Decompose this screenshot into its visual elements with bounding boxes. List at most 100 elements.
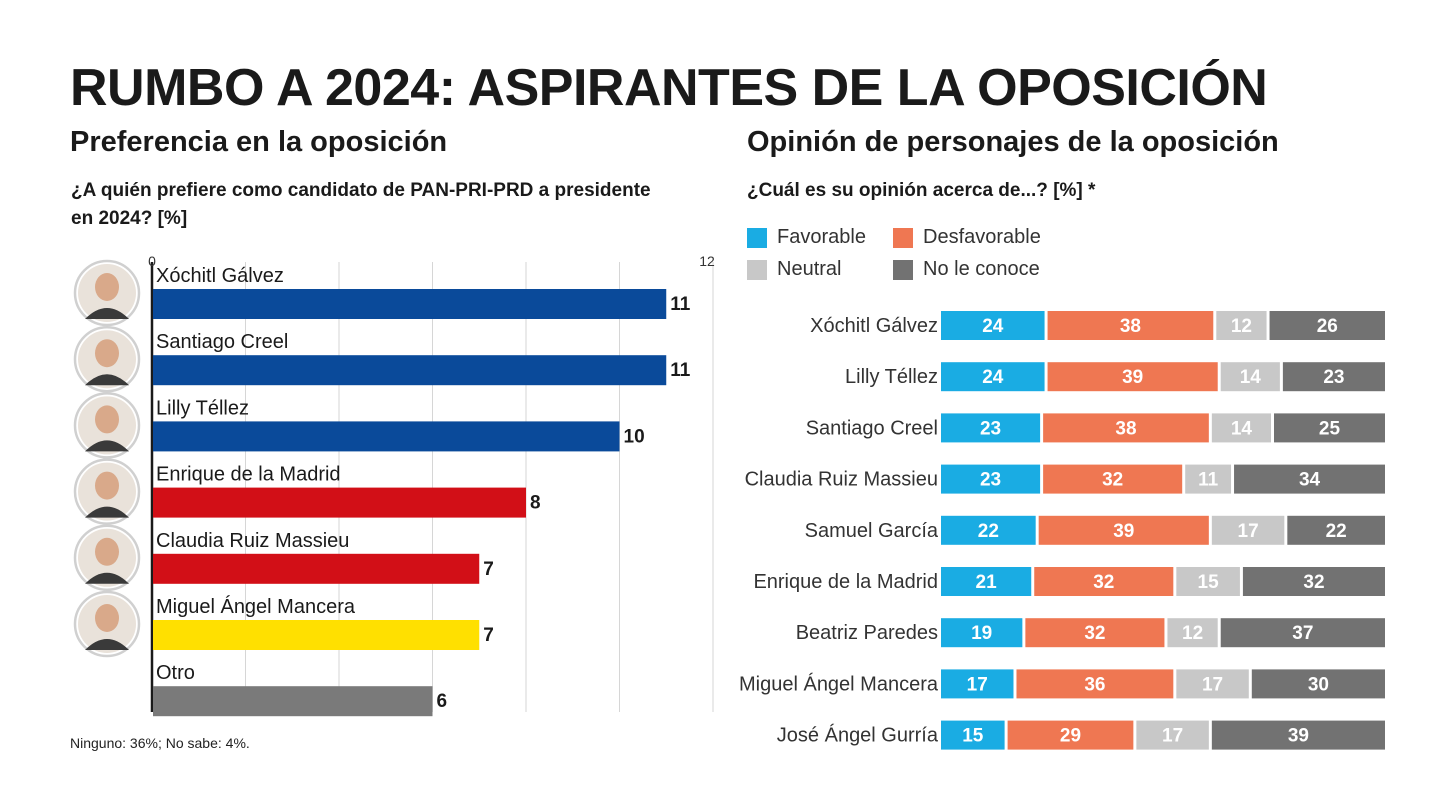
bar (153, 289, 667, 319)
category-label: Otro (156, 662, 195, 684)
segment (1220, 362, 1280, 392)
right-chart-subtitle: Opinión de personajes de la oposición (747, 126, 1279, 158)
category-label: Claudia Ruiz Massieu (745, 469, 938, 491)
segment-label: 12 (1182, 623, 1203, 644)
segment-label: 38 (1120, 316, 1141, 337)
legend-swatch (747, 227, 767, 248)
category-label: Lilly Téllez (845, 366, 938, 388)
avatar-head (95, 604, 119, 632)
segment (941, 362, 1045, 392)
category-label: Beatriz Paredes (796, 622, 938, 644)
data-label: 7 (483, 625, 494, 646)
legend-label: Desfavorable (923, 226, 1041, 248)
category-label: Miguel Ángel Mancera (156, 595, 356, 618)
bar (153, 686, 433, 717)
segment-label: 17 (1162, 726, 1183, 747)
avatar-head (95, 405, 119, 434)
legend-label: No le conoce (923, 258, 1040, 280)
category-label: Xóchitl Gálvez (810, 315, 938, 337)
segment-label: 26 (1317, 316, 1338, 337)
category-label: Xóchitl Gálvez (156, 265, 284, 287)
category-label: Samuel García (805, 520, 939, 542)
segment (941, 567, 1032, 596)
segment-label: 24 (982, 367, 1004, 388)
segment (1274, 413, 1385, 443)
avatar-shoulders (85, 639, 129, 650)
segment-label: 30 (1308, 674, 1329, 695)
segment (1136, 720, 1209, 750)
segment (1176, 567, 1240, 596)
segment (1185, 464, 1232, 494)
segment-label: 24 (982, 316, 1004, 337)
avatar-head (95, 471, 119, 500)
data-label: 8 (530, 493, 541, 514)
footnote: Ninguno: 36%; No sabe: 4%. (70, 735, 250, 751)
segment-label: 38 (1115, 418, 1136, 439)
category-label: Miguel Ángel Mancera (739, 672, 939, 695)
avatar-head (95, 339, 119, 368)
legend-label: Favorable (777, 226, 866, 248)
segment-label: 17 (1202, 674, 1223, 695)
segment-label: 39 (1113, 521, 1134, 542)
segment (1007, 720, 1134, 750)
bar (153, 487, 526, 518)
segment-label: 19 (971, 623, 992, 644)
segment-label: 32 (1102, 470, 1123, 491)
x-tick-label: 12 (699, 253, 715, 269)
avatar-shoulders (85, 572, 129, 584)
data-label: 10 (624, 426, 645, 447)
segment (1242, 567, 1385, 596)
segment-label: 32 (1084, 623, 1105, 644)
avatar-shoulders (85, 440, 129, 452)
segment (1282, 362, 1385, 392)
data-label: 11 (670, 294, 691, 315)
legend-item: No le conoce (893, 258, 1040, 281)
segment (1016, 669, 1174, 699)
segment (1167, 618, 1218, 648)
segment (941, 618, 1023, 648)
segment (1216, 311, 1267, 340)
category-label: Santiago Creel (806, 417, 938, 439)
data-label: 11 (670, 360, 691, 381)
segment-label: 29 (1060, 726, 1081, 747)
segment-label: 23 (980, 418, 1001, 439)
avatar-shoulders (85, 308, 129, 319)
legend-item: Desfavorable (893, 226, 1041, 249)
avatar-head (95, 537, 119, 566)
segment (1211, 515, 1285, 545)
avatar-head (95, 273, 119, 301)
bar (153, 553, 480, 584)
category-label: Enrique de la Madrid (753, 571, 938, 593)
segment-label: 32 (1303, 572, 1324, 593)
segment (1047, 362, 1218, 392)
bar (153, 355, 667, 386)
segment (1025, 618, 1165, 648)
bar (153, 421, 620, 452)
segment (1047, 311, 1214, 340)
legend-swatch (893, 259, 913, 280)
category-label: Claudia Ruiz Massieu (156, 530, 349, 552)
legend-swatch (893, 227, 913, 248)
segment (1211, 720, 1385, 750)
segment (1034, 567, 1174, 596)
segment (1043, 413, 1209, 443)
segment-label: 22 (978, 521, 999, 542)
segment (1220, 618, 1385, 648)
segment (1251, 669, 1385, 699)
left-chart-subtitle: Preferencia en la oposición (70, 126, 448, 158)
x-tick-label: 0 (148, 253, 156, 269)
segment (941, 720, 1005, 750)
segment-label: 32 (1093, 572, 1114, 593)
legend-label: Neutral (777, 258, 842, 280)
segment (941, 669, 1014, 699)
segment (941, 413, 1041, 443)
segment-label: 17 (1238, 521, 1259, 542)
segment-label: 37 (1292, 623, 1313, 644)
segment-label: 12 (1231, 316, 1252, 337)
segment (941, 515, 1036, 545)
data-label: 6 (437, 691, 448, 712)
page-title: RUMBO A 2024: ASPIRANTES DE LA OPOSICIÓN (70, 59, 1268, 117)
segment (1234, 464, 1385, 494)
legend-item: Favorable (747, 226, 866, 249)
